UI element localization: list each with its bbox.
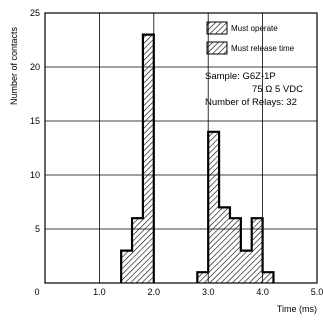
grid-lines	[45, 13, 317, 283]
bar-fill	[142, 34, 154, 283]
histogram-outline-must-operate	[120, 33, 155, 283]
legend-swatch-must-release-time	[206, 41, 228, 55]
bar-fill	[262, 272, 274, 283]
y-tick-label: 25	[30, 8, 40, 18]
x-tick-labels: 0 1.0 2.0 3.0 4.0 5.0	[34, 287, 323, 297]
legend-swatch-must-operate	[206, 21, 228, 35]
legend-label-must-operate: Must operate	[231, 24, 278, 33]
legend-label-must-release-time: Must release time	[231, 44, 295, 53]
bar-fill	[219, 207, 230, 283]
bar-fill	[132, 218, 143, 283]
x-axis-label: Time (ms)	[277, 304, 317, 314]
x-tick-label: 4.0	[256, 287, 269, 297]
y-axis-label: Number of contacts	[9, 26, 19, 105]
x-tick-label: 3.0	[202, 287, 215, 297]
x-tick-label: 1.0	[93, 287, 106, 297]
y-tick-labels: 5 10 15 20 25	[30, 8, 40, 234]
histogram-outline-must-release-time	[196, 130, 275, 283]
annotation-relay-count: Number of Relays: 32	[205, 97, 297, 108]
y-tick-label: 10	[30, 170, 40, 180]
x-tick-label: 5.0	[311, 287, 323, 297]
y-tick-label: 5	[35, 224, 40, 234]
bar-fill	[240, 250, 252, 283]
y-tick-label: 20	[30, 62, 40, 72]
annotation-sample: Sample: G6Z-1P	[205, 71, 276, 82]
bar-fill	[251, 218, 263, 283]
bar-fill	[121, 250, 133, 283]
x-tick-label: 0	[34, 287, 39, 297]
plot-frame	[44, 12, 318, 284]
x-tick-label: 2.0	[148, 287, 161, 297]
bar-fill	[229, 218, 241, 283]
y-tick-label: 15	[30, 116, 40, 126]
bar-fill	[208, 131, 220, 283]
histogram-bars	[120, 33, 275, 283]
legend: Must operate Must release time	[206, 21, 295, 55]
sample-annotation: Sample: G6Z-1P 75 Ω 5 VDC Number of Rela…	[205, 71, 303, 108]
bar-fill	[197, 272, 209, 283]
annotation-rating: 75 Ω 5 VDC	[252, 84, 303, 95]
